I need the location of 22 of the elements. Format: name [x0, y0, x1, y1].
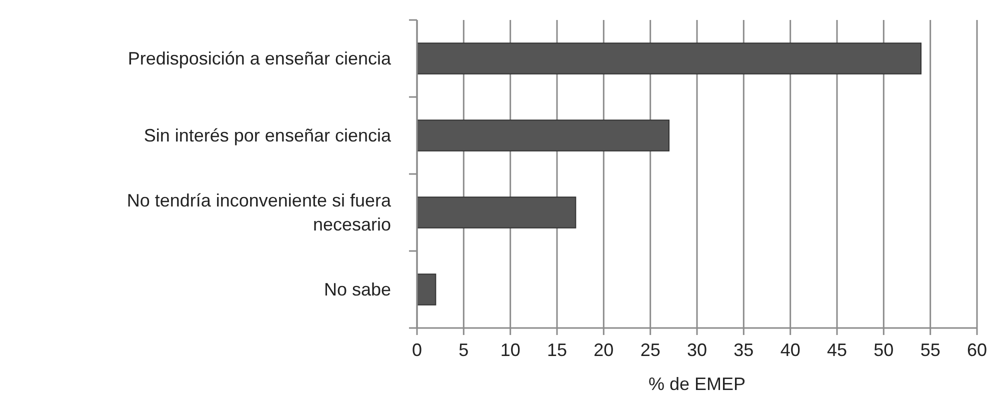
bar: [416, 120, 670, 152]
y-tick-label: No tendría inconveniente si fuera necesario: [126, 190, 392, 234]
y-tick-label: No sabe: [324, 280, 391, 300]
x-tick-label: 20: [594, 340, 614, 360]
x-tick-label: 60: [966, 340, 988, 360]
x-tick-label: 5: [458, 340, 469, 360]
x-tick-label: 25: [640, 340, 660, 360]
x-tick-label: 55: [920, 340, 940, 360]
y-tick-label: Predisposición a enseñar ciencia: [128, 48, 392, 68]
y-tick-label: Sin interés por enseñar ciencia: [144, 126, 392, 146]
x-tick-label: 30: [686, 340, 708, 360]
bar: [416, 196, 576, 228]
x-tick-label: 40: [780, 340, 800, 360]
x-tick-label: 0: [412, 340, 422, 360]
x-axis-title: % de EMEP: [648, 374, 746, 394]
x-tick-label: 15: [546, 340, 568, 360]
x-tick-label: 35: [734, 340, 754, 360]
bar: [416, 274, 436, 306]
x-tick-label: 10: [500, 340, 520, 360]
x-tick-label: 45: [826, 340, 848, 360]
x-tick-label: 50: [874, 340, 894, 360]
bar: [416, 42, 922, 74]
